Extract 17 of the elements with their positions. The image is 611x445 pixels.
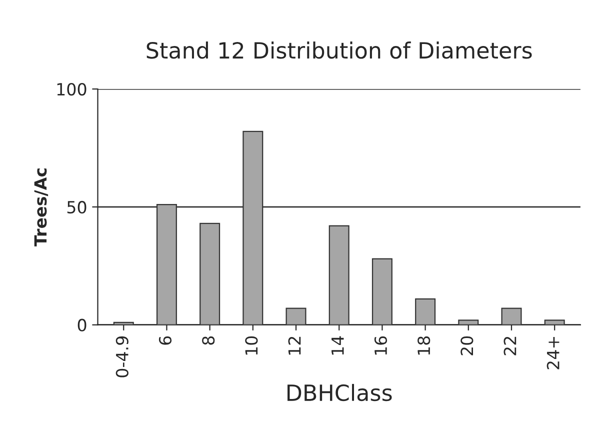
x-tick-label: 0-4.9 [116, 336, 128, 378]
x-tick-label: 6 [158, 336, 172, 345]
x-tick-label: 22 [504, 336, 516, 356]
x-tick-label: 8 [202, 336, 215, 345]
x-axis-title: DBHClass [288, 384, 392, 402]
x-tick-label: 20 [460, 336, 474, 356]
y-tick-label: 100 [57, 82, 86, 96]
x-tick-label: 10 [245, 336, 258, 355]
y-axis-title: Trees/Ac [34, 168, 48, 246]
x-tick-label: 16 [374, 336, 388, 355]
x-tick-label: 18 [418, 336, 430, 355]
chart-title: Stand 12 Distribution of Diameters [146, 42, 532, 59]
x-tick-label: 14 [332, 336, 344, 355]
y-tick-label: 0 [78, 318, 86, 332]
y-tick-label: 50 [67, 200, 86, 214]
x-tick-label: 12 [288, 336, 301, 355]
x-tick-label: 24+ [546, 337, 560, 370]
